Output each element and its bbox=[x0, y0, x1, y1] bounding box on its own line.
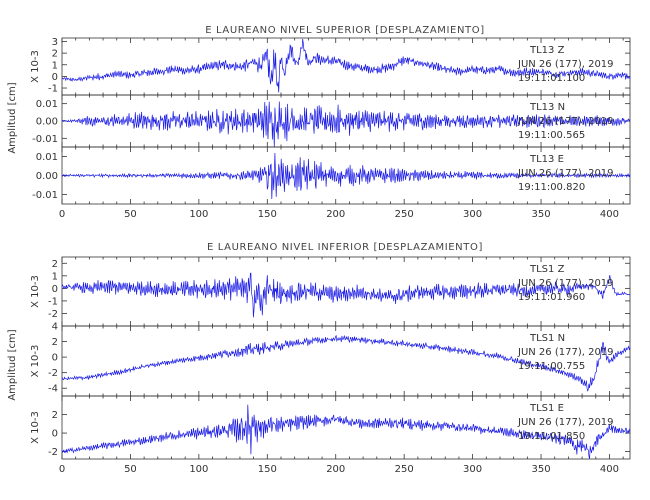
x-tick-label: 250 bbox=[395, 209, 414, 220]
station-annotation-line: JUN 26 (177), 2019 bbox=[517, 347, 614, 358]
y-tick-label: -2 bbox=[48, 447, 58, 458]
x-tick-label: 200 bbox=[326, 464, 345, 475]
x-tick-label: 400 bbox=[600, 209, 619, 220]
station-annotation-line: TL13 Z bbox=[529, 45, 565, 56]
chart-title-superior: E LAUREANO NIVEL SUPERIOR [DESPLAZAMIENT… bbox=[205, 25, 484, 36]
x-tick-label: 400 bbox=[600, 464, 619, 475]
station-annotation-line: TLS1 N bbox=[529, 333, 565, 344]
x-tick-label: 250 bbox=[395, 464, 414, 475]
y-tick-label: 2 bbox=[52, 49, 58, 60]
scale-factor-label: X 10-3 bbox=[30, 275, 41, 308]
x-tick-label: 150 bbox=[258, 209, 277, 220]
station-annotation-line: JUN 26 (177), 2019 bbox=[517, 59, 614, 70]
seismogram-trace bbox=[61, 101, 631, 148]
x-tick-label: 300 bbox=[463, 209, 482, 220]
x-tick-label: 50 bbox=[124, 464, 137, 475]
station-annotation-line: 19:11:00.565 bbox=[518, 130, 585, 141]
y-tick-label: -1 bbox=[48, 296, 58, 307]
seismogram-trace bbox=[61, 404, 631, 459]
station-annotation: TLS1 N JUN 26 (177), 2019 19:11:00.755 bbox=[517, 333, 614, 372]
station-annotation-line: 19:11:00.755 bbox=[518, 361, 585, 372]
station-annotation: TLS1 E JUN 26 (177), 2019 19:11:01.850 bbox=[517, 403, 614, 442]
station-annotation-line: TL13 E bbox=[529, 154, 564, 165]
y-tick-label: 0.01 bbox=[36, 152, 58, 163]
x-tick-label: 350 bbox=[531, 209, 550, 220]
seismogram-trace bbox=[61, 152, 631, 200]
y-tick-label: 0 bbox=[52, 429, 58, 440]
station-annotation-line: JUN 26 (177), 2019 bbox=[517, 278, 614, 289]
x-tick-label: 0 bbox=[59, 209, 65, 220]
y-tick-label: 1 bbox=[52, 60, 58, 71]
seismogram-trace bbox=[61, 334, 631, 392]
station-annotation-line: TLS1 E bbox=[529, 403, 564, 414]
y-tick-label: 0 bbox=[52, 353, 58, 364]
y-tick-label: 2 bbox=[52, 337, 58, 348]
chart-title-inferior: E LAUREANO NIVEL INFERIOR [DESPLAZAMIENT… bbox=[207, 242, 483, 253]
station-annotation-line: 19:11:01.960 bbox=[518, 292, 585, 303]
station-annotation-line: 19:11:01.850 bbox=[518, 431, 585, 442]
y-tick-label: 2 bbox=[52, 410, 58, 421]
x-tick-label: 0 bbox=[59, 464, 65, 475]
y-tick-label: -0.01 bbox=[32, 134, 58, 145]
y-tick-label: 0.00 bbox=[36, 117, 58, 128]
y-tick-label: -0.01 bbox=[32, 190, 58, 201]
y-tick-label: 0 bbox=[52, 284, 58, 295]
y-tick-label: -1 bbox=[48, 84, 58, 95]
station-annotation-line: JUN 26 (177), 2019 bbox=[517, 168, 614, 179]
y-tick-label: -2 bbox=[48, 368, 58, 379]
scale-factor-label: X 10-3 bbox=[30, 345, 41, 378]
station-annotation-line: JUN 26 (177), 2019 bbox=[517, 116, 614, 127]
y-tick-label: 0.00 bbox=[36, 171, 58, 182]
seismogram-trace bbox=[61, 38, 631, 93]
x-tick-label: 200 bbox=[326, 209, 345, 220]
x-tick-label: 100 bbox=[189, 209, 208, 220]
panel-frame bbox=[61, 395, 631, 460]
x-tick-label: 100 bbox=[189, 464, 208, 475]
station-annotation-line: JUN 26 (177), 2019 bbox=[517, 417, 614, 428]
y-tick-label: -4 bbox=[48, 384, 58, 395]
y-tick-label: 3 bbox=[52, 37, 58, 48]
y-axis-label-superior: Amplitud [cm] bbox=[7, 82, 18, 153]
y-tick-label: 4 bbox=[52, 322, 58, 333]
station-annotation-line: TL13 N bbox=[529, 102, 565, 113]
station-annotation-line: TLS1 Z bbox=[529, 264, 565, 275]
seismogram-trace bbox=[61, 272, 631, 318]
scale-factor-label: X 10-3 bbox=[30, 411, 41, 444]
y-tick-label: 1 bbox=[52, 271, 58, 282]
x-tick-label: 50 bbox=[124, 209, 137, 220]
y-tick-label: 0.01 bbox=[36, 99, 58, 110]
y-axis-label-inferior: Amplitud [cm] bbox=[7, 329, 18, 400]
station-annotation: TL13 N JUN 26 (177), 2019 19:11:00.565 bbox=[517, 102, 614, 141]
station-annotation-line: 19:11:01.100 bbox=[518, 73, 585, 84]
station-annotation: TLS1 Z JUN 26 (177), 2019 19:11:01.960 bbox=[517, 264, 614, 303]
scale-factor-label: X 10-3 bbox=[30, 50, 41, 83]
y-tick-label: -2 bbox=[48, 309, 58, 320]
x-tick-label: 150 bbox=[258, 464, 277, 475]
y-tick-label: 0 bbox=[52, 72, 58, 83]
y-tick-label: 2 bbox=[52, 259, 58, 270]
station-annotation: TL13 Z JUN 26 (177), 2019 19:11:01.100 bbox=[517, 45, 614, 84]
x-tick-label: 350 bbox=[531, 464, 550, 475]
station-annotation-line: 19:11:00.820 bbox=[518, 182, 585, 193]
x-tick-label: 300 bbox=[463, 464, 482, 475]
station-annotation: TL13 E JUN 26 (177), 2019 19:11:00.820 bbox=[517, 154, 614, 193]
